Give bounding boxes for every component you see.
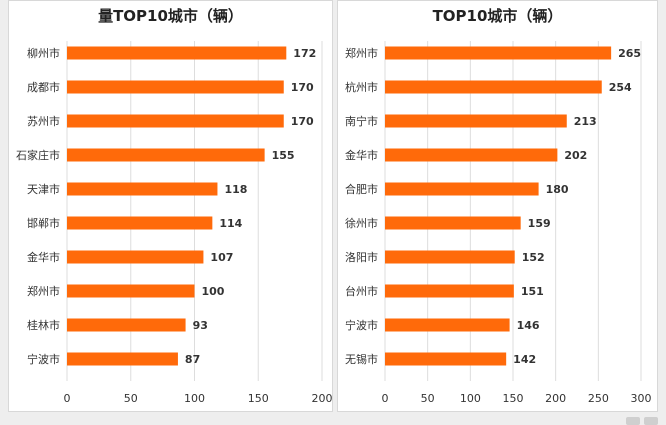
x-tick-label: 50 [124, 392, 138, 405]
category-label: 台州市 [345, 284, 378, 298]
category-label: 柳州市 [27, 46, 60, 60]
bar [385, 284, 514, 298]
data-label: 146 [517, 319, 540, 332]
data-label: 152 [522, 251, 545, 264]
x-tick-label: 200 [312, 392, 333, 405]
x-tick-label: 0 [382, 392, 389, 405]
category-label: 天津市 [27, 182, 60, 196]
data-label: 172 [293, 47, 316, 60]
category-label: 宁波市 [345, 318, 378, 332]
data-label: 114 [219, 217, 242, 230]
bar [67, 114, 284, 128]
data-label: 170 [291, 81, 314, 94]
bar [385, 182, 539, 196]
bar [385, 250, 515, 264]
category-label: 邯郸市 [27, 216, 60, 230]
x-tick-label: 100 [460, 392, 481, 405]
data-label: 265 [618, 47, 641, 60]
data-label: 254 [609, 81, 632, 94]
x-tick-label: 200 [545, 392, 566, 405]
category-label: 郑州市 [345, 46, 378, 60]
bar [385, 46, 612, 60]
logo-icon [644, 417, 658, 425]
bar [385, 80, 602, 94]
logo-icon [626, 417, 640, 425]
data-label: 155 [272, 149, 295, 162]
x-tick-label: 150 [248, 392, 269, 405]
x-tick-label: 100 [184, 392, 205, 405]
bar [385, 114, 567, 128]
data-label: 142 [513, 353, 536, 366]
bar [67, 182, 218, 196]
bar [67, 148, 265, 162]
bar-chart-right: 0 50 100 150 200 250 300 郑州市 265 杭州市 254 南宁市 213 金华市 2… [345, 41, 652, 405]
footer-logo-placeholder [626, 412, 658, 425]
data-label: 107 [210, 251, 233, 264]
chart-panel-right: TOP10城市（辆） 0 50 100 150 200 250 300 郑州市 265 杭州市 25… [337, 0, 658, 412]
bar [67, 284, 195, 298]
category-label: 金华市 [345, 148, 378, 162]
category-label: 苏州市 [27, 114, 60, 128]
bar [385, 148, 558, 162]
category-label: 桂林市 [27, 318, 60, 332]
bar [67, 352, 178, 366]
category-label: 宁波市 [27, 352, 60, 366]
x-tick-label: 0 [64, 392, 71, 405]
bar [67, 216, 213, 230]
x-tick-label: 150 [503, 392, 524, 405]
bar [67, 46, 287, 60]
bar-chart-left: 0 50 100 150 200 柳州市 172 成都市 170 苏州市 170 石家庄市 155 天津市… [16, 41, 333, 405]
category-label: 无锡市 [345, 352, 378, 366]
bar [385, 318, 510, 332]
data-label: 202 [564, 149, 587, 162]
x-tick-label: 300 [631, 392, 652, 405]
bar [67, 250, 204, 264]
category-label: 合肥市 [345, 182, 378, 196]
category-label: 郑州市 [27, 284, 60, 298]
category-label: 洛阳市 [345, 250, 378, 264]
chart-title-line2: TOP10城市（辆） [432, 7, 563, 25]
chart-panel-left: 量TOP10城市（辆） 0 50 100 150 200 柳州市 172 成都市 170 苏州市 1… [8, 0, 333, 412]
bar [385, 216, 521, 230]
x-tick-label: 250 [588, 392, 609, 405]
data-label: 159 [528, 217, 551, 230]
category-label: 南宁市 [345, 114, 378, 128]
bar [67, 318, 186, 332]
category-label: 杭州市 [345, 80, 378, 94]
category-label: 成都市 [27, 80, 60, 94]
data-label: 87 [185, 353, 200, 366]
data-label: 118 [224, 183, 247, 196]
data-label: 151 [521, 285, 544, 298]
chart-title-line2: 量TOP10城市（辆） [98, 7, 243, 25]
data-label: 213 [574, 115, 597, 128]
bar [385, 352, 507, 366]
data-label: 180 [546, 183, 569, 196]
data-label: 93 [193, 319, 208, 332]
data-label: 100 [202, 285, 225, 298]
category-label: 石家庄市 [16, 148, 60, 162]
bar [67, 80, 284, 94]
category-label: 金华市 [27, 250, 60, 264]
category-label: 徐州市 [345, 216, 378, 230]
data-label: 170 [291, 115, 314, 128]
x-tick-label: 50 [421, 392, 435, 405]
